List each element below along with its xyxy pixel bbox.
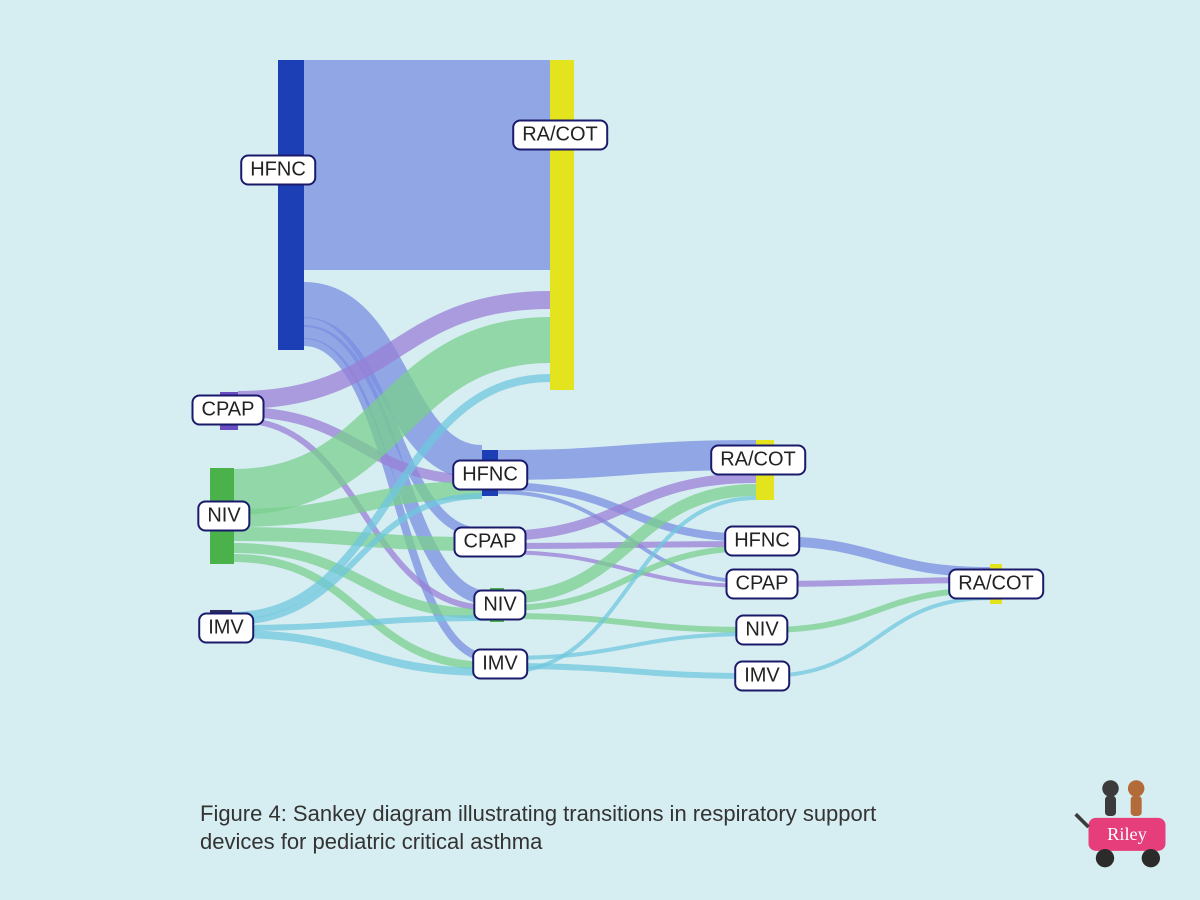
sankey-node-bar [550,60,574,390]
sankey-node-label: IMV [734,661,790,692]
sankey-node-label: HFNC [240,155,316,186]
caption-text: Figure 4: Sankey diagram illustrating tr… [200,801,876,854]
sankey-node-label: NIV [735,615,788,646]
sankey-node-label: NIV [473,590,526,621]
sankey-node-label: CPAP [726,569,799,600]
sankey-node-label: NIV [197,501,250,532]
sankey-node-label: HFNC [724,526,800,557]
sankey-node-label: CPAP [192,395,265,426]
logo-figures [1102,780,1144,816]
logo-text: Riley [1107,824,1148,844]
riley-logo: Riley [1072,772,1182,882]
sankey-node-label: CPAP [454,527,527,558]
logo-wagon: Riley [1076,814,1166,867]
presentation-slide: { "background_color": "#d6edf1", "captio… [0,0,1200,900]
sankey-node-label: RA/COT [512,120,608,151]
sankey-node-label: IMV [198,613,254,644]
sankey-node-label: RA/COT [710,445,806,476]
sankey-node-label: IMV [472,649,528,680]
sankey-node-bar [278,60,304,350]
sankey-node-label: RA/COT [948,569,1044,600]
figure-caption: Figure 4: Sankey diagram illustrating tr… [200,800,940,855]
sankey-node-label: HFNC [452,460,528,491]
